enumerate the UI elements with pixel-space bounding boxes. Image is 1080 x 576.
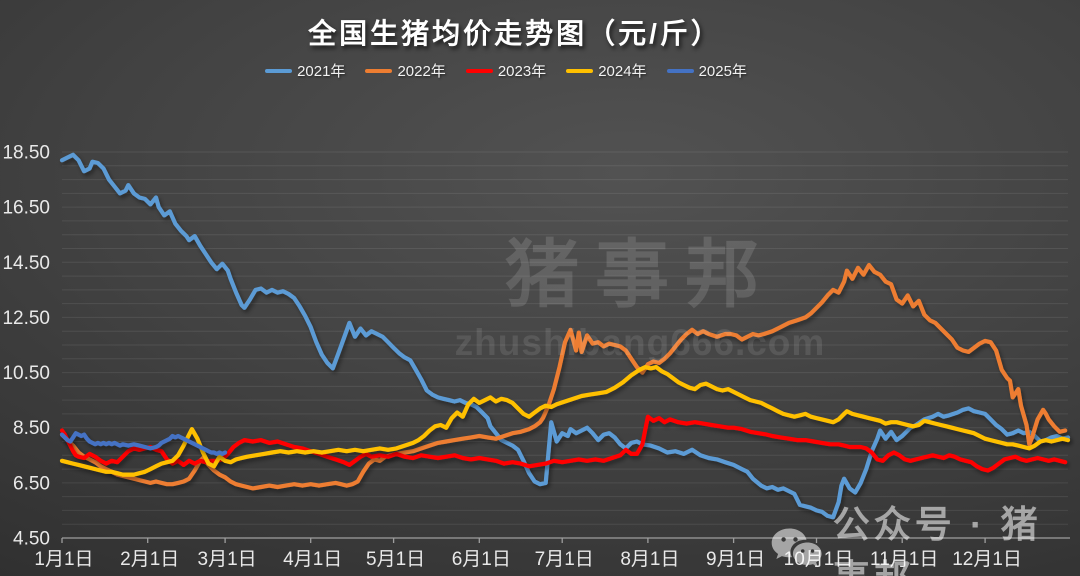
- x-axis-label: 4月1日: [283, 549, 342, 570]
- legend-swatch: [666, 68, 694, 73]
- legend-swatch: [365, 68, 393, 73]
- legend-swatch: [566, 68, 594, 73]
- y-axis-label: 16.50: [2, 198, 50, 219]
- x-axis-label: 9月1日: [706, 549, 765, 570]
- x-axis-label: 12月1日: [952, 549, 1022, 570]
- series-line-2021年: [59, 152, 1071, 520]
- y-axis-label: 18.50: [2, 143, 50, 164]
- legend-item-2021年: 2021年: [265, 60, 345, 81]
- legend-item-2024年: 2024年: [566, 60, 647, 81]
- y-axis-label: 6.50: [13, 473, 50, 494]
- legend-item-2023年: 2023年: [465, 60, 547, 81]
- y-axis-label: 12.50: [2, 308, 50, 329]
- x-axis-label: 10月1日: [784, 549, 854, 570]
- x-axis-label: 1月1日: [34, 549, 93, 570]
- legend-label: 2023年: [497, 63, 547, 80]
- legend-item-2025年: 2025年: [666, 60, 747, 81]
- legend: 2021年 2022年 2023年 2024年 2025年: [0, 60, 1012, 81]
- series-line-2022年: [59, 262, 1068, 491]
- legend-label: 2024年: [598, 63, 647, 80]
- legend-swatch: [465, 68, 493, 73]
- y-axis-label: 8.50: [13, 418, 50, 439]
- x-axis-label: 5月1日: [366, 549, 425, 570]
- y-axis-label: 10.50: [2, 363, 50, 384]
- y-axis-label: 14.50: [2, 253, 50, 274]
- series-layer: [59, 152, 1071, 520]
- x-axis-label: 7月1日: [535, 549, 594, 570]
- x-axis-label: 11月1日: [870, 549, 938, 570]
- series-line-2025年: [59, 431, 228, 456]
- x-axis-label: 8月1日: [620, 549, 679, 570]
- chart-title: 全国生猪均价走势图（元/斤）: [308, 18, 722, 49]
- legend-swatch: [265, 68, 293, 73]
- x-axis-label: 2月1日: [120, 549, 179, 570]
- legend-label: 2022年: [397, 63, 446, 80]
- series-line-2023年: [59, 414, 1068, 473]
- axis-layer: [61, 537, 1070, 543]
- series-line-2024年: [59, 365, 1071, 477]
- x-axis-label: 3月1日: [198, 549, 257, 570]
- x-axis-label: 6月1日: [452, 549, 511, 570]
- legend-label: 2021年: [297, 63, 346, 80]
- y-axis-label: 4.50: [13, 529, 50, 550]
- legend-label: 2025年: [698, 63, 747, 80]
- legend-item-2022年: 2022年: [365, 60, 446, 81]
- label-layer: 18.50 16.50 14.50 12.50 10.50 8.50 6.50 4.501月1…: [2, 143, 1021, 571]
